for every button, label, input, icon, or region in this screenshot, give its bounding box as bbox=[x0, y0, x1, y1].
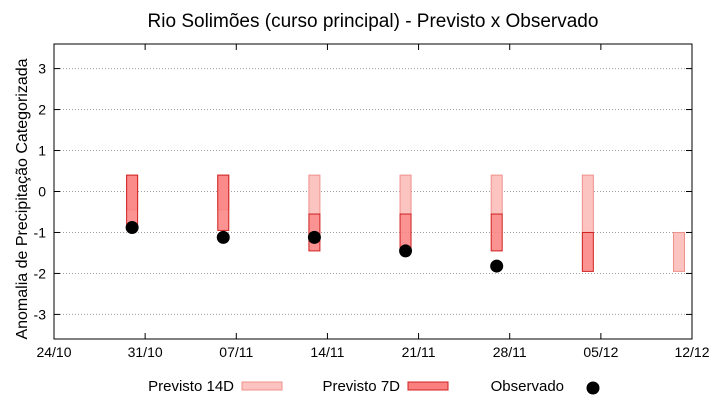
y-tick-label: 1 bbox=[38, 143, 46, 159]
legend-swatch-previsto-14d bbox=[241, 381, 283, 391]
point-observado bbox=[125, 221, 139, 235]
x-tick-label: 28/11 bbox=[493, 344, 527, 360]
point-observado bbox=[216, 230, 230, 244]
bar-previsto-14d bbox=[581, 174, 594, 233]
legend-swatch-previsto-7d bbox=[407, 381, 449, 391]
x-axis-ticks: 24/10 31/10 07/11 14/11 21/11 28/11 05/12 12/12 bbox=[36, 44, 710, 360]
y-tick-label: -2 bbox=[34, 265, 47, 281]
y-axis-ticks: 3 2 1 0 -1 -2 -3 bbox=[34, 61, 692, 322]
chart-title: Rio Solimões (curso principal) - Previst… bbox=[148, 11, 599, 32]
legend: Previsto 14D Previsto 7D Observado bbox=[148, 378, 600, 395]
point-observado bbox=[490, 259, 504, 273]
y-tick-label: -1 bbox=[34, 224, 47, 240]
x-tick-label: 05/12 bbox=[583, 344, 618, 360]
y-tick-label: 3 bbox=[38, 61, 46, 77]
y-tick-label: 0 bbox=[38, 184, 46, 200]
bar-previsto-14d bbox=[308, 174, 321, 215]
bar-previsto-7d bbox=[490, 213, 503, 252]
bar-previsto-7d bbox=[581, 231, 594, 272]
x-tick-label: 07/11 bbox=[219, 344, 253, 360]
x-tick-label: 21/11 bbox=[402, 344, 436, 360]
x-tick-label: 24/10 bbox=[36, 344, 71, 360]
bar-previsto-14d bbox=[672, 231, 685, 272]
legend-label-previsto-7d: Previsto 7D bbox=[322, 378, 400, 395]
legend-marker-observado bbox=[586, 381, 600, 395]
bar-previsto-14d bbox=[399, 174, 412, 215]
point-observado bbox=[399, 244, 413, 258]
bar-previsto-14d bbox=[490, 174, 503, 215]
y-tick-label: -3 bbox=[34, 306, 47, 322]
bar-previsto-7d bbox=[217, 174, 230, 231]
x-tick-label: 12/12 bbox=[674, 344, 709, 360]
legend-label-observado: Observado bbox=[491, 378, 564, 395]
y-axis-label: Anomalia de Precipitação Categorizada bbox=[14, 58, 31, 339]
series-observado bbox=[125, 221, 504, 273]
legend-label-previsto-14d: Previsto 14D bbox=[148, 378, 234, 395]
x-tick-label: 14/11 bbox=[310, 344, 344, 360]
bar-previsto-7d bbox=[126, 174, 139, 227]
point-observado bbox=[307, 230, 321, 244]
y-tick-label: 2 bbox=[38, 102, 46, 118]
x-tick-label: 31/10 bbox=[128, 344, 163, 360]
